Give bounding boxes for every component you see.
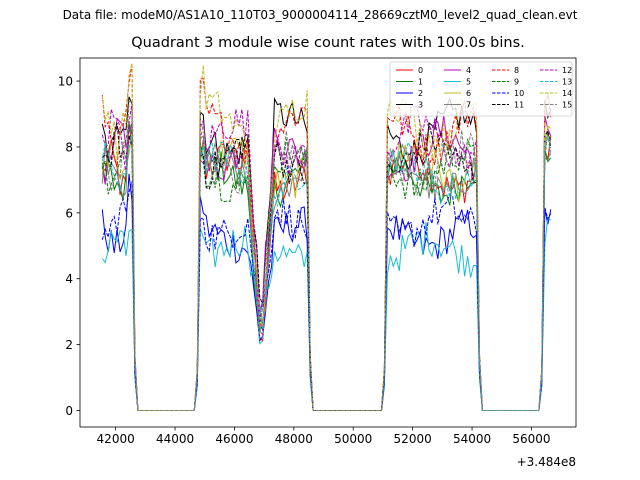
y-tick-label: 6 — [65, 206, 73, 220]
legend-label-8: 8 — [514, 66, 519, 75]
y-tick-label: 2 — [65, 338, 73, 352]
legend-label-12: 12 — [562, 66, 572, 75]
legend-label-2: 2 — [418, 89, 423, 98]
y-tick-label: 0 — [65, 404, 73, 418]
x-tick-label: 42000 — [97, 432, 135, 446]
series-line-15 — [101, 100, 552, 411]
series-line-11 — [101, 123, 552, 411]
x-tick-label: 50000 — [334, 432, 372, 446]
legend-label-5: 5 — [466, 78, 471, 87]
legend-label-1: 1 — [418, 78, 423, 87]
axes-frame — [79, 57, 577, 428]
x-tick-label: 48000 — [275, 432, 313, 446]
axes: 42000 44000 46000 48000 50000 52000 54000 56000… — [58, 57, 577, 469]
plot-area — [80, 58, 576, 427]
x-tick-label: 56000 — [512, 432, 550, 446]
x-offset-label: +3.484e8 — [517, 455, 576, 469]
chart-title: Quadrant 3 module wise count rates with … — [131, 35, 525, 51]
legend-label-7: 7 — [466, 101, 471, 110]
legend-label-9: 9 — [514, 78, 519, 87]
x-tick-label: 44000 — [156, 432, 194, 446]
legend-label-14: 14 — [562, 89, 572, 98]
legend-label-4: 4 — [466, 66, 471, 75]
legend-label-10: 10 — [514, 89, 524, 98]
legend-label-13: 13 — [562, 78, 572, 87]
legend-label-15: 15 — [562, 101, 572, 110]
legend-label-0: 0 — [418, 66, 423, 75]
x-tick-label: 54000 — [453, 432, 491, 446]
x-tick-label: 52000 — [394, 432, 432, 446]
x-tick-label: 46000 — [215, 432, 253, 446]
y-tick-label: 4 — [65, 272, 73, 286]
legend-label-6: 6 — [466, 89, 471, 98]
legend-box — [389, 61, 573, 117]
y-tick-label: 10 — [58, 75, 73, 89]
y-tick-label: 8 — [65, 140, 73, 154]
figure-suptitle: Data file: modeM0/AS1A10_110T03_90000041… — [62, 8, 578, 22]
legend-label-11: 11 — [514, 101, 524, 110]
series-lines — [101, 63, 552, 411]
legend-label-3: 3 — [418, 101, 423, 110]
